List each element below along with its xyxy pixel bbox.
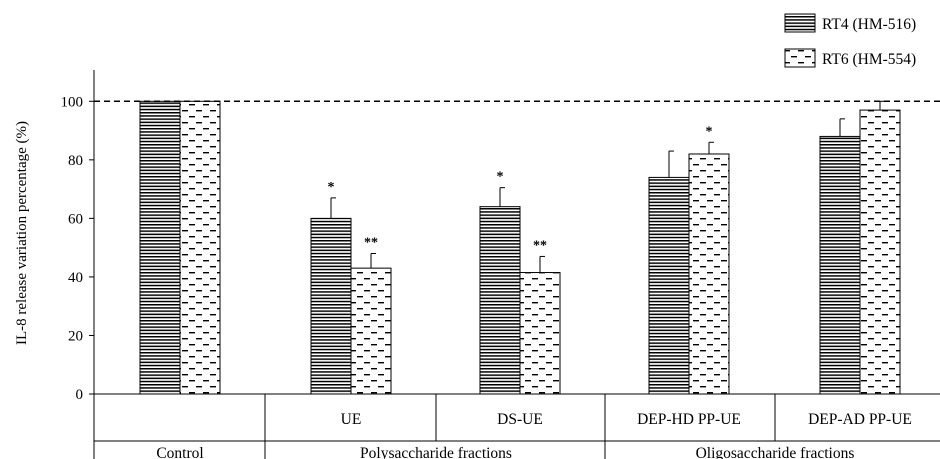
bar-rt6-1 <box>350 267 392 395</box>
y-tick-label-20: 20 <box>68 328 83 344</box>
category-label-ds-ue: DS-UE <box>497 411 543 428</box>
category-label-dep-hd-pp-ue: DEP-HD PP-UE <box>637 411 741 428</box>
bar-rt4-0 <box>139 100 181 395</box>
legend-swatch-rt4 <box>784 13 816 33</box>
y-tick-label-60: 60 <box>68 211 83 227</box>
bar-rt4-2 <box>479 206 521 395</box>
bar-rt4-4 <box>819 135 861 395</box>
category-label-dep-ad-pp-ue: DEP-AD PP-UE <box>808 411 912 428</box>
group-label-polysaccharide: Polysaccharide fractions <box>360 445 512 459</box>
y-axis-label: IL-8 release variation percentage (%) <box>14 121 30 345</box>
significance-rt4-2: * <box>497 170 504 185</box>
y-tick-label-100: 100 <box>61 94 84 110</box>
category-label-control: Control <box>156 445 203 459</box>
significance-rt6-2: ** <box>533 238 547 253</box>
legend-item-rt6: RT6 (HM-554) <box>784 48 916 68</box>
bar-rt6-3 <box>688 153 730 395</box>
significance-rt6-1: ** <box>364 236 378 251</box>
significance-rt6-3: * <box>706 124 713 139</box>
bar-rt4-1 <box>310 217 352 395</box>
category-separators <box>264 394 776 459</box>
y-tick-label-0: 0 <box>76 387 84 403</box>
y-tick-label-40: 40 <box>68 270 83 286</box>
legend-swatch-rt6 <box>784 48 816 68</box>
legend-label-rt6: RT6 (HM-554) <box>822 51 916 68</box>
group-label-oligosaccharide: Oligosaccharide fractions <box>696 445 855 459</box>
bar-rt6-2 <box>519 272 561 395</box>
significance-rt4-1: * <box>328 180 335 195</box>
bar-rt6-4 <box>859 109 901 395</box>
bars: ******* <box>139 100 901 395</box>
y-tick-label-80: 80 <box>68 153 83 169</box>
legend: RT4 (HM-516) RT6 (HM-554) <box>784 13 916 68</box>
y-axis-ticks: 0 20 40 60 80 100 <box>61 94 94 403</box>
legend-label-rt4: RT4 (HM-516) <box>822 16 916 33</box>
bar-rt6-0 <box>179 100 221 395</box>
category-label-ue: UE <box>341 411 362 428</box>
bar-rt4-3 <box>648 176 690 395</box>
legend-item-rt4: RT4 (HM-516) <box>784 13 916 33</box>
